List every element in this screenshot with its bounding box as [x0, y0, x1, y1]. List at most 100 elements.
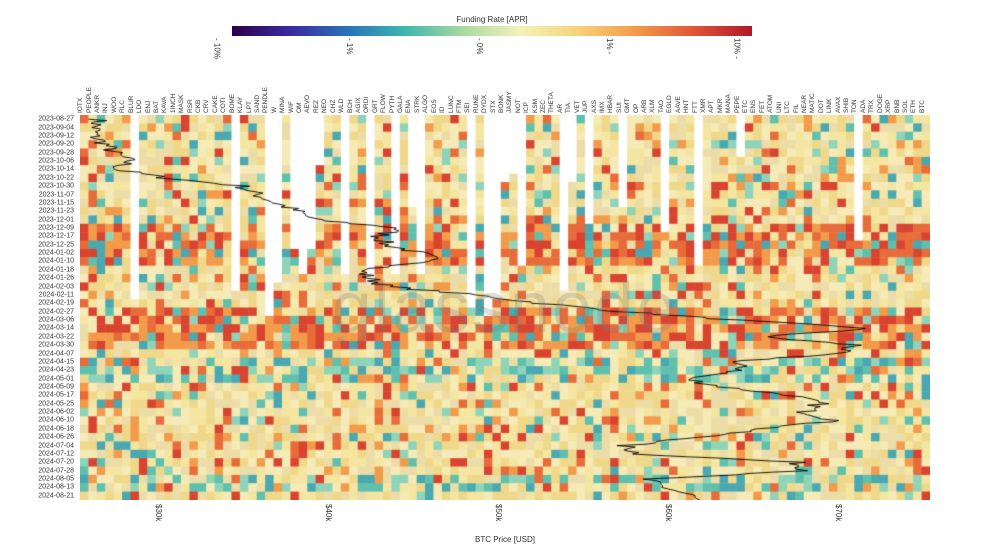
x-tick-asset: DOT [818, 99, 825, 113]
x-tick-asset: OM [296, 103, 303, 113]
x-tick-asset: ADA [860, 100, 867, 113]
x-tick-asset: TAO [658, 100, 665, 113]
y-tick-date: 2024-02-27 [38, 308, 74, 315]
x-tick-asset: AGIX [355, 97, 362, 113]
colorbar-ticks: - 10%- 1%- 0%1% -10% - [232, 36, 752, 60]
x-tick-asset: MATIC [809, 93, 816, 113]
y-tick-date: 2023-10-14 [38, 166, 74, 173]
y-tick-date: 2024-08-13 [38, 484, 74, 491]
heatmap-canvas [80, 115, 930, 500]
x-tick-asset: BCH [347, 99, 354, 113]
x-tick-asset: LINK [826, 99, 833, 113]
x-tick-asset: SEI [464, 103, 471, 113]
x-tick-asset: CHZ [330, 100, 337, 113]
x-tick-asset: MANA [725, 94, 732, 113]
x-tick-asset: MASK [178, 95, 185, 113]
x-tick-asset: XMR [700, 99, 707, 113]
x-tick-asset: AAVE [675, 96, 682, 113]
colorbar-gradient [232, 26, 752, 36]
y-tick-date: 2024-02-19 [38, 300, 74, 307]
y-tick-date: 2024-06-10 [38, 417, 74, 424]
x-tick-asset: ENS [750, 100, 757, 113]
x-tick-asset: BTC [919, 100, 926, 113]
y-tick-date: 2023-09-04 [38, 124, 74, 131]
y-tick-date: 2024-08-21 [38, 492, 74, 499]
colorbar-tick: - 10% [213, 38, 222, 59]
x-tick-asset: BNB [894, 100, 901, 113]
x-tick-asset: LPT [246, 101, 253, 113]
y-tick-date: 2023-12-17 [38, 233, 74, 240]
y-tick-date: 2024-04-07 [38, 350, 74, 357]
x-tick-asset: ETH [910, 100, 917, 113]
x-tick-asset: INJ [102, 103, 109, 113]
y-tick-date: 2024-01-18 [38, 266, 74, 273]
y-tick-date: 2024-03-06 [38, 317, 74, 324]
x-tick-asset: APT [708, 100, 715, 113]
y-tick-date: 2023-11-15 [39, 199, 74, 206]
y-tick-date: 2023-10-06 [38, 158, 74, 165]
x-tick-asset: SUI [616, 102, 623, 113]
x-tick-asset: UNI [776, 102, 783, 113]
x-tick-price: $40k [324, 504, 333, 521]
y-tick-date: 2024-05-17 [38, 392, 74, 399]
plot-area [80, 115, 930, 500]
x-tick-asset: MKR [717, 99, 724, 113]
x-tick-asset: OP [633, 104, 640, 113]
y-tick-date: 2024-04-15 [38, 358, 74, 365]
x-tick-asset: CRV [203, 99, 210, 113]
x-tick-asset: AEVO [304, 95, 311, 113]
x-tick-asset: PEPE [734, 96, 741, 113]
x-tick-asset: RSR [187, 99, 194, 113]
y-tick-date: 2023-12-25 [38, 241, 74, 248]
colorbar-region: Funding Rate [APR] - 10%- 1%- 0%1% -10% … [0, 15, 984, 60]
x-tick-asset: XLM [649, 100, 656, 113]
x-tick-asset: RLC [119, 100, 126, 113]
x-tick-asset: SHIB [843, 98, 850, 113]
x-tick-asset: CKB [195, 100, 202, 113]
y-tick-date: 2024-02-11 [39, 291, 74, 298]
x-tick-asset: ENJ [145, 101, 152, 113]
x-tick-asset: DYDX [481, 95, 488, 113]
x-tick-asset: HNT [683, 100, 690, 113]
x-tick-asset: WLD [338, 99, 345, 113]
x-tick-asset: ANKR [94, 95, 101, 113]
x-tick-asset: JUP [582, 101, 589, 113]
y-tick-date: 2024-05-01 [38, 375, 74, 382]
y-tick-date: 2024-05-09 [38, 384, 74, 391]
x-tick-asset: IOTX [77, 98, 84, 113]
x-tick-asset: TIA [565, 103, 572, 113]
x-tick-asset: FTT [692, 101, 699, 113]
x-tick-asset: AXS [591, 100, 598, 113]
y-tick-date: 2024-03-14 [38, 325, 74, 332]
x-tick-asset: ORDI [363, 97, 370, 113]
x-tick-asset: COTI [220, 97, 227, 113]
x-tick-asset: AR [557, 104, 564, 113]
x-tick-asset: XRP [885, 100, 892, 113]
x-tick-asset: WIF [288, 101, 295, 113]
x-tick-asset: KLAY [237, 97, 244, 113]
x-tick-price: $30k [154, 504, 163, 521]
y-tick-date: 2024-07-20 [38, 459, 74, 466]
chart-container: Funding Rate [APR] - 10%- 1%- 0%1% -10% … [0, 0, 984, 554]
x-tick-asset: BLUR [128, 96, 135, 113]
colorbar-tick: - 0% [475, 38, 484, 54]
y-tick-date: 2024-03-30 [38, 342, 74, 349]
x-tick-asset: W [271, 107, 278, 113]
x-tick-asset: GRT [372, 99, 379, 113]
y-tick-date: 2023-11-07 [39, 191, 74, 198]
y-tick-date: 2024-07-12 [38, 450, 74, 457]
x-tick-asset: JASMY [506, 91, 513, 113]
x-tick-asset: LUNC [448, 95, 455, 113]
x-tick-asset: KSM [532, 99, 539, 113]
y-tick-date: 2023-12-09 [38, 224, 74, 231]
x-tick-asset: GMT [624, 99, 631, 113]
y-tick-date: 2024-01-02 [38, 250, 74, 257]
x-tick-asset: PEOPLE [86, 87, 93, 113]
y-tick-date: 2024-03-22 [38, 333, 74, 340]
x-tick-asset: KAVA [161, 97, 168, 113]
y-tick-date: 2023-10-22 [38, 174, 74, 181]
x-tick-asset: SOL [902, 100, 909, 113]
x-tick-asset: ID [439, 107, 446, 114]
x-tick-asset: ENA [405, 100, 412, 113]
x-tick-asset: NEAR [801, 95, 808, 113]
